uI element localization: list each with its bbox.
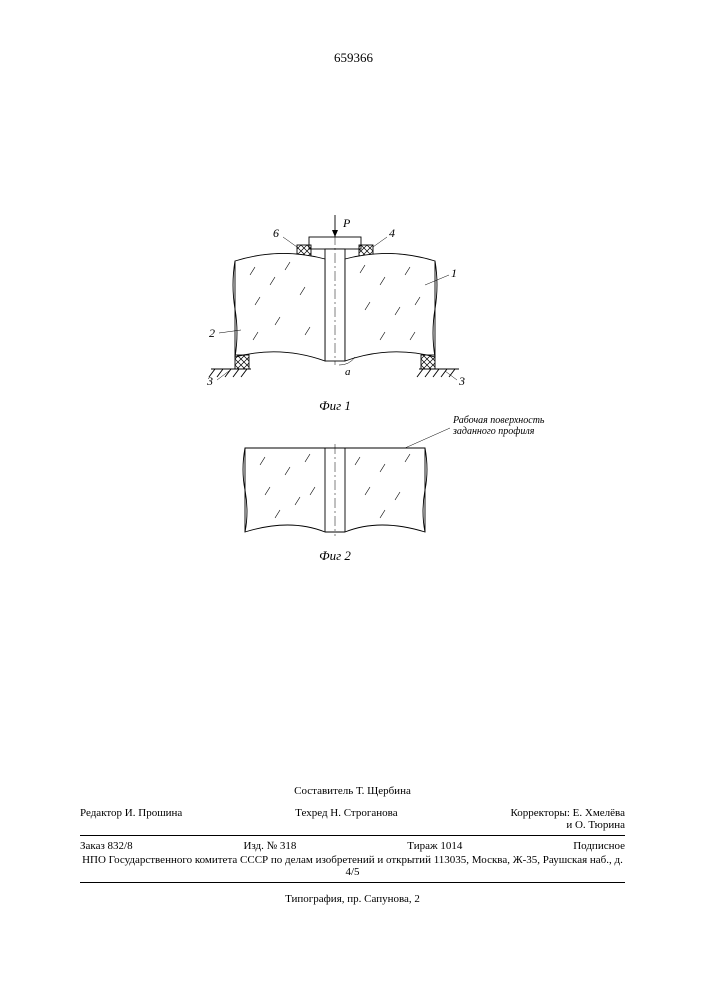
typography: Типография, пр. Сапунова, 2	[80, 893, 625, 905]
diagram-area: P	[175, 215, 535, 595]
address: НПО Государственного комитета СССР по де…	[80, 854, 625, 878]
fig2	[243, 428, 450, 536]
callout-3r: 3	[458, 374, 465, 388]
correctors: Корректоры: Е. Хмелёва и О. Тюрина	[510, 807, 625, 831]
credits-block: Составитель Т. Щербина Редактор И. Проши…	[80, 785, 625, 905]
callout-4: 4	[389, 226, 395, 240]
callout-a: a	[345, 366, 351, 378]
order: Заказ 832/8	[80, 840, 133, 852]
techred: Техред Н. Строганова	[295, 807, 397, 831]
figures-svg: P	[175, 215, 535, 595]
izd: Изд. № 318	[243, 840, 296, 852]
fig2-label: Фиг 2	[319, 548, 351, 563]
fig2-side-note: Рабочая поверхность заданного профиля	[453, 415, 573, 437]
divider-2	[80, 882, 625, 883]
editor: Редактор И. Прошина	[80, 807, 182, 831]
signed: Подписное	[573, 840, 625, 852]
tirazh: Тираж 1014	[407, 840, 462, 852]
fig1-label: Фиг 1	[319, 398, 351, 413]
label-P: P	[342, 216, 351, 230]
patent-number: 659366	[0, 50, 707, 66]
callout-2: 2	[209, 326, 215, 340]
callout-1: 1	[451, 266, 457, 280]
divider-1	[80, 835, 625, 836]
callout-6: 6	[273, 226, 279, 240]
fig1: P	[206, 215, 465, 388]
callout-3l: 3	[206, 374, 213, 388]
compiler: Составитель Т. Щербина	[80, 785, 625, 797]
